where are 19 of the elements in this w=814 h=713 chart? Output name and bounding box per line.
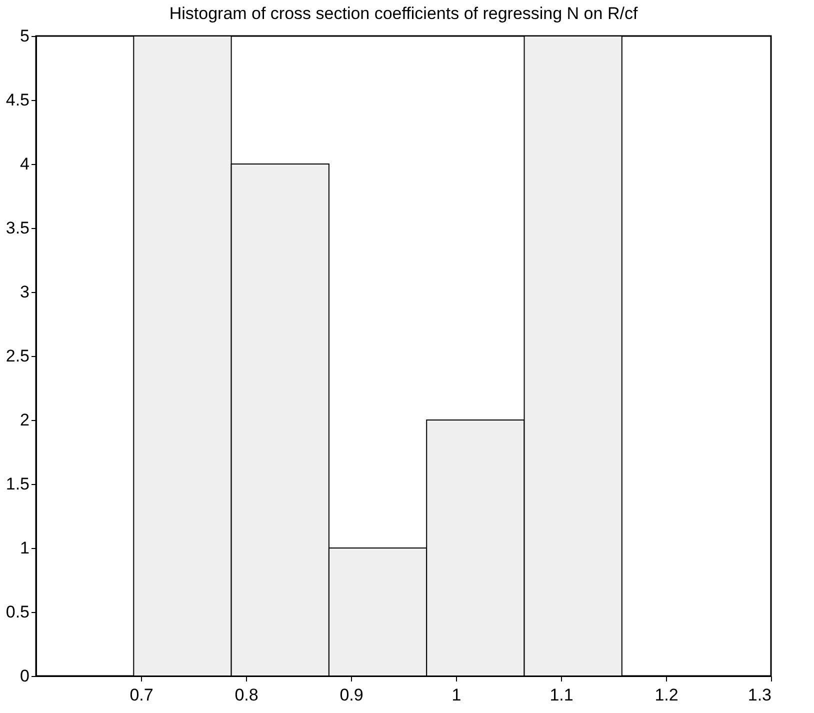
x-tick-label: 1.3 (748, 686, 772, 704)
y-tick-label: 4 (20, 154, 30, 174)
x-tick-label: 0.8 (234, 686, 258, 704)
x-tick-label: 0.7 (130, 686, 154, 704)
y-tick-label: 1 (20, 538, 30, 558)
y-tick-label: 0.5 (6, 602, 30, 622)
x-tick-label: 1.2 (654, 686, 678, 704)
y-tick-label: 3.5 (6, 218, 30, 238)
y-tick-label: 3 (20, 282, 30, 302)
y-tick-label: 2 (20, 410, 30, 430)
x-tick-label: 1 (452, 686, 462, 704)
chart-title: Histogram of cross section coefficients of regressing N on R/cf (169, 4, 638, 23)
y-tick-label: 0 (20, 666, 30, 686)
y-tick-label: 2.5 (6, 346, 30, 366)
y-tick-label: 5 (20, 26, 30, 46)
y-tick-label: 4.5 (6, 90, 30, 110)
x-tick-label: 1.1 (550, 686, 574, 704)
y-tick-label: 1.5 (6, 474, 30, 494)
x-tick-label: 0.9 (340, 686, 364, 704)
